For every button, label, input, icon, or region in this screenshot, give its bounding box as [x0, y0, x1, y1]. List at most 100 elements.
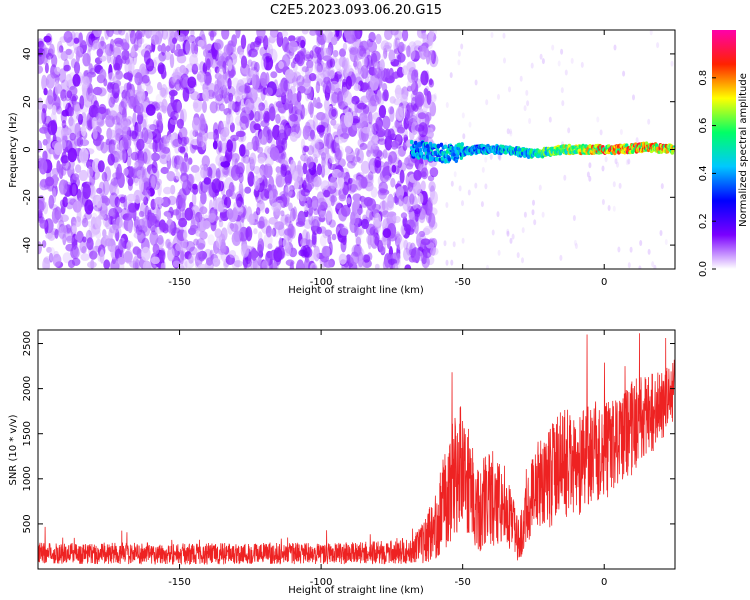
spectrogram-cell: [572, 215, 576, 221]
spectrogram-cell: [335, 201, 342, 210]
spectrogram-cell: [172, 74, 182, 85]
spectrogram-cell: [218, 204, 228, 213]
spectrogram-cell: [80, 253, 90, 261]
spectrogram-cell: [66, 235, 75, 244]
spectrogram-cell: [321, 162, 331, 176]
spectrogram-cell: [240, 243, 250, 258]
spectrogram-cell: [112, 30, 123, 35]
spectrogram-cell: [412, 181, 422, 195]
spectrogram-cell: [447, 157, 452, 162]
spectrogram-cell: [104, 197, 111, 206]
spectrogram-cell: [212, 122, 219, 136]
spectrogram-cell: [256, 207, 261, 216]
spectrogram-cell: [370, 143, 380, 157]
spectrogram-xtick-label: 0: [601, 277, 607, 288]
spectrogram-cell: [113, 82, 120, 92]
spectrogram-cell: [618, 182, 622, 189]
spectrogram-cell: [88, 104, 99, 118]
spectrogram-cell: [278, 224, 285, 237]
spectrogram-cell: [162, 146, 170, 154]
spectrogram-cell: [117, 256, 126, 265]
spectrogram-cell: [560, 48, 564, 55]
spectrogram-cell: [369, 213, 376, 221]
spectrogram-cell: [484, 156, 488, 163]
spectrogram-cell: [366, 121, 373, 129]
spectrogram-cell: [104, 166, 112, 182]
spectrogram-cell: [361, 82, 369, 91]
spectrogram-cell: [137, 229, 146, 244]
spectrogram-cell: [202, 100, 207, 114]
spectrogram-cell: [381, 199, 386, 211]
spectrogram-cell: [248, 213, 255, 226]
spectrogram-cell: [148, 30, 158, 36]
spectrogram-cell: [301, 66, 309, 73]
spectrogram-cell: [530, 62, 534, 69]
spectrogram-cell: [461, 237, 465, 244]
spectrogram-cell: [245, 149, 250, 157]
spectrogram-cell: [61, 109, 69, 117]
spectrogram-cell: [338, 253, 347, 265]
spectrogram-cell: [276, 245, 285, 261]
spectrogram-cell: [302, 244, 311, 258]
spectrogram-cell: [110, 258, 120, 269]
spectrogram-cell: [110, 91, 117, 105]
spectrogram-cell: [426, 208, 432, 215]
spectrogram-cell: [189, 129, 196, 139]
spectrogram-cell: [302, 47, 307, 59]
spectrogram-cell: [265, 225, 272, 238]
spectrogram-cell: [240, 217, 245, 233]
spectrogram-cell: [86, 49, 91, 65]
spectrogram-cell: [180, 108, 187, 123]
spectrogram-cell: [150, 256, 161, 265]
spectrogram-cell: [281, 54, 291, 68]
spectrogram-cell: [278, 31, 283, 38]
snr-xtick-label: 0: [601, 577, 607, 588]
spectrogram-cell: [393, 38, 398, 54]
spectrogram-cell: [607, 205, 611, 211]
spectrogram-cell: [399, 169, 405, 184]
spectrogram-cell: [548, 116, 552, 123]
spectrogram-cell: [312, 114, 318, 131]
spectrogram-cell: [370, 50, 381, 62]
spectrogram-cell: [319, 234, 327, 247]
spectrogram-cell: [382, 149, 388, 159]
spectrogram-cell: [354, 30, 363, 40]
spectrogram-cell: [152, 243, 160, 255]
spectrogram-cell: [54, 66, 61, 75]
spectrogram-cell: [280, 163, 287, 178]
spectrogram-cell: [354, 147, 360, 157]
spectrogram-cell: [367, 171, 374, 181]
spectrogram-cell: [124, 56, 130, 65]
spectrogram-cell: [184, 207, 194, 221]
spectrogram-cell: [220, 128, 227, 142]
spectrogram-cell: [192, 98, 203, 113]
spectrogram-cell: [220, 244, 227, 253]
spectrogram-cell: [450, 180, 454, 187]
spectrogram-cell: [247, 171, 255, 187]
spectrogram-cell: [67, 147, 78, 163]
spectrogram-cell: [567, 127, 571, 134]
spectrogram-cell: [127, 95, 137, 109]
spectrogram-cell: [207, 82, 216, 97]
spectrogram-cell: [215, 102, 221, 112]
spectrogram-cell: [423, 225, 433, 234]
spectrogram-cell: [58, 179, 68, 195]
spectrogram-cell: [445, 202, 449, 208]
spectrogram-cell: [196, 70, 207, 83]
spectrogram-cell: [71, 257, 81, 266]
spectrogram-cell: [306, 119, 316, 130]
spectrogram-cell: [426, 90, 432, 105]
spectrogram-cell: [279, 193, 288, 208]
spectrogram-cell: [365, 208, 373, 222]
spectrogram-cell: [351, 76, 357, 83]
spectrogram-cell: [474, 79, 478, 86]
spectrogram-cell: [302, 179, 307, 190]
spectrogram-cell: [262, 52, 272, 63]
spectrogram-cell: [405, 110, 410, 125]
spectrogram-cell: [433, 93, 437, 100]
spectrogram-cell: [87, 220, 92, 227]
spectrogram-cell: [141, 148, 151, 165]
spectrogram-cell: [561, 100, 565, 107]
spectrogram-cell: [356, 174, 361, 181]
spectrogram-cell: [38, 140, 43, 153]
